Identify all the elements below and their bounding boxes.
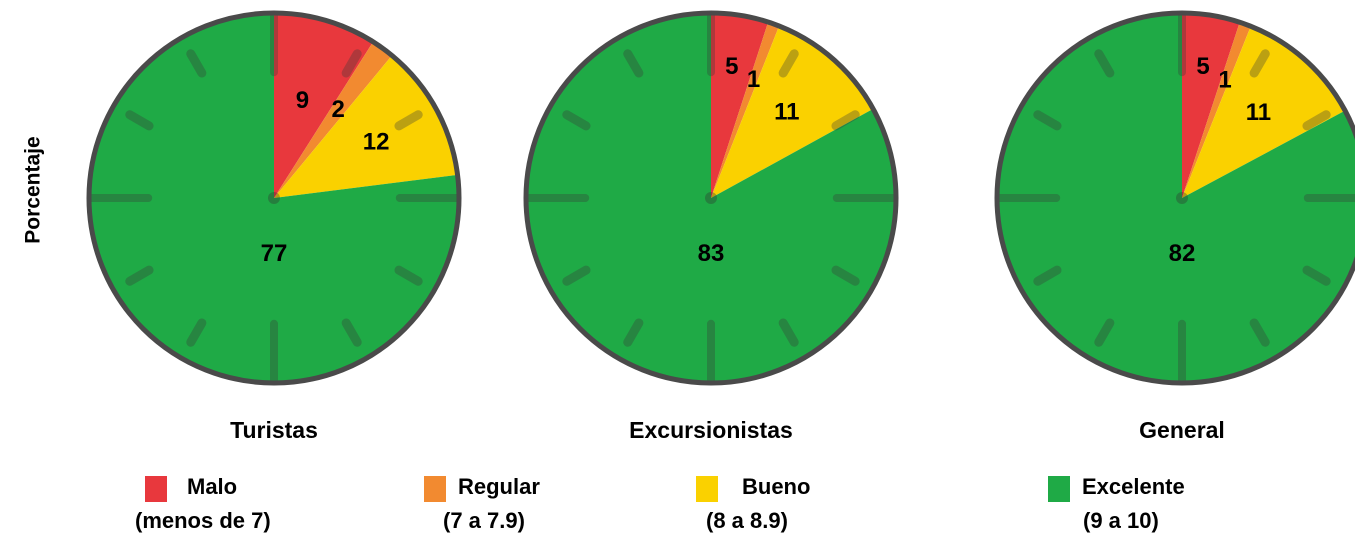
y-axis-label-text: Porcentaje [22, 136, 46, 244]
clock-tick-excursionistas-4 [831, 265, 860, 286]
clock-tick-general-2 [1302, 110, 1331, 131]
clock-tick-turistas-4 [394, 265, 423, 286]
clock-tick-general-8 [1033, 265, 1062, 286]
slice-excursionistas-regular [711, 22, 780, 198]
slice-general-bueno [1182, 26, 1346, 198]
value-label-excursionistas-excelente: 83 [698, 240, 725, 267]
value-label-excursionistas-regular: 1 [747, 66, 760, 93]
slice-turistas-bueno [274, 55, 458, 199]
value-label-general-malo: 5 [1196, 53, 1209, 80]
slice-turistas-regular [274, 41, 392, 199]
clock-hub-general [1176, 192, 1188, 204]
clock-rim-excursionistas [523, 10, 899, 386]
clock-tick-general-10 [1033, 110, 1062, 131]
clock-tick-excursionistas-10 [562, 110, 591, 131]
legend-label-regular: Regular [458, 474, 540, 499]
legend-swatch-bueno [696, 476, 718, 502]
clock-tick-turistas-2 [394, 110, 423, 131]
value-label-turistas-excelente: 77 [261, 240, 288, 267]
value-label-excursionistas-bueno: 11 [774, 98, 799, 125]
clock-hub-excursionistas [705, 192, 717, 204]
legend-range-regular: (7 a 7.9) [443, 508, 525, 533]
value-label-excursionistas-malo: 5 [725, 53, 738, 80]
clock-tick-excursionistas-5 [778, 318, 799, 347]
legend-label-bueno: Bueno [742, 474, 811, 499]
slice-excursionistas-malo [711, 13, 769, 198]
clock-tick-turistas-7 [186, 318, 207, 347]
legend-label-malo: Malo [187, 474, 238, 499]
clock-tick-turistas-5 [341, 318, 362, 347]
slice-general-regular [1182, 22, 1251, 198]
pie-label-general: General [1139, 417, 1225, 443]
slice-general-excelente [997, 13, 1355, 383]
clock-tick-general-5 [1249, 318, 1270, 347]
pie-turistas: 9 2 12 77 [86, 10, 462, 386]
clock-tick-turistas-8 [125, 265, 154, 286]
legend-label-excelente: Excelente [1082, 474, 1185, 499]
clock-hub-turistas [268, 192, 280, 204]
clock-tick-excursionistas-7 [623, 318, 644, 347]
value-label-turistas-regular: 2 [331, 96, 344, 123]
clock-tick-turistas-1 [341, 49, 362, 78]
legend-swatch-regular [424, 476, 446, 502]
slice-turistas-excelente [89, 13, 459, 383]
clock-tick-excursionistas-1 [778, 49, 799, 78]
clock-tick-general-7 [1094, 318, 1115, 347]
slice-excursionistas-excelente [526, 13, 896, 383]
legend-range-bueno: (8 a 8.9) [706, 508, 788, 533]
slice-general-malo [1182, 13, 1240, 198]
pie-label-turistas: Turistas [230, 417, 318, 443]
legend-range-excelente: (9 a 10) [1083, 508, 1159, 533]
clock-tick-general-1 [1249, 49, 1270, 78]
legend-swatch-excelente [1048, 476, 1070, 502]
value-label-general-bueno: 11 [1246, 99, 1271, 126]
clock-tick-general-11 [1094, 49, 1115, 78]
clock-rim-general [994, 10, 1355, 386]
clock-tick-excursionistas-2 [831, 110, 860, 131]
legend-swatch-malo [145, 476, 167, 502]
value-label-turistas-malo: 9 [296, 87, 309, 114]
slice-excursionistas-bueno [711, 25, 874, 199]
clock-tick-excursionistas-8 [562, 265, 591, 286]
pie-label-excursionistas: Excursionistas [629, 417, 793, 443]
value-label-general-excelente: 82 [1169, 240, 1196, 267]
value-label-turistas-bueno: 12 [363, 128, 390, 155]
clock-rim-turistas [86, 10, 462, 386]
slice-turistas-malo [274, 13, 374, 198]
clock-tick-general-4 [1302, 265, 1331, 286]
y-axis-label: Porcentaje [4, 60, 64, 320]
clock-tick-turistas-10 [125, 110, 154, 131]
clock-tick-excursionistas-11 [623, 49, 644, 78]
clock-tick-turistas-11 [186, 49, 207, 78]
legend-range-malo: (menos de 7) [135, 508, 271, 533]
value-label-general-regular: 1 [1218, 66, 1231, 93]
